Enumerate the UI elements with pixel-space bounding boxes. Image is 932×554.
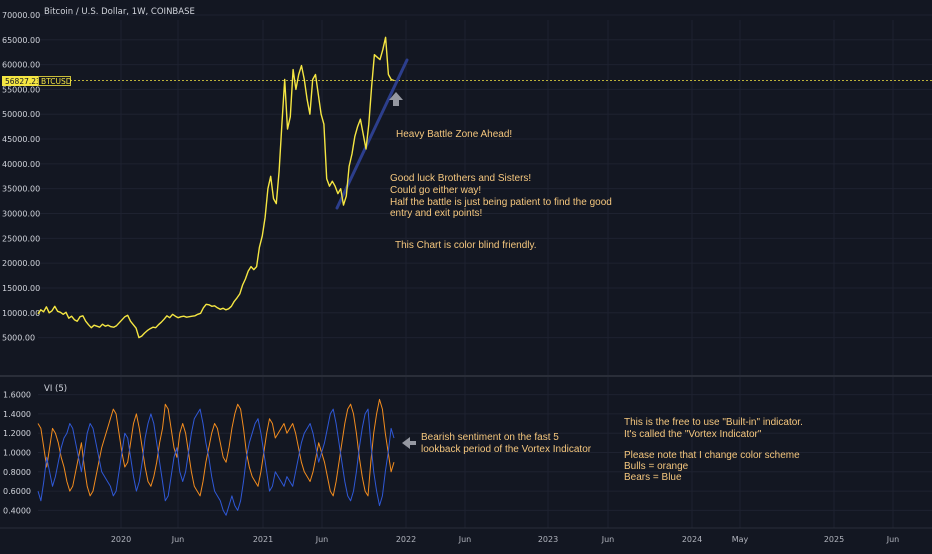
time-tick-label: 2020 xyxy=(111,535,131,544)
annotation-battle-zone: Heavy Battle Zone Ahead! xyxy=(396,129,512,140)
vi-tick-label: 1.2000 xyxy=(3,429,31,438)
annotation-bears: Bears = Blue xyxy=(624,472,682,483)
vi-axis[interactable]: 0.4000 0.6000 0.8000 1.0000 1.2000 1.4000 1.60… xyxy=(3,391,31,516)
vi-minus-line xyxy=(37,408,395,516)
annotation-builtin: This is the free to use "Built-in" indic… xyxy=(624,417,803,428)
annotation-bearish: Bearish sentiment on the fast 5 xyxy=(421,432,559,443)
price-axis[interactable]: 5000.00 10000.00 15000.00 20000.00 25000.00 3… xyxy=(2,11,40,343)
price-tick-label: 30000.00 xyxy=(2,210,40,219)
vi-tick-label: 0.4000 xyxy=(3,506,31,515)
price-tick-label: 70000.00 xyxy=(2,11,40,20)
price-tag-symbol: BTCUSD xyxy=(41,77,72,86)
annotation-either-way: Could go either way! xyxy=(390,185,481,196)
grid-lines xyxy=(38,14,932,528)
time-tick-label: Jun xyxy=(886,535,900,544)
annotation-entry-exit: entry and exit points! xyxy=(390,208,482,219)
annotation-vortex-name: It's called the "Vortex Indicator" xyxy=(624,429,762,440)
vi-tick-label: 0.8000 xyxy=(3,468,31,477)
time-tick-label: 2021 xyxy=(253,535,273,544)
price-tick-label: 35000.00 xyxy=(2,185,40,194)
vi-tick-label: 1.4000 xyxy=(3,410,31,419)
price-tick-label: 65000.00 xyxy=(2,36,40,45)
annotation-color-blind: This Chart is color blind friendly. xyxy=(395,240,537,251)
price-tick-label: 15000.00 xyxy=(2,284,40,293)
time-tick-label: May xyxy=(732,535,749,544)
time-axis[interactable]: 2020 Jun 2021 Jun 2022 Jun 2023 Jun 2024 May 2025 J… xyxy=(111,535,899,544)
up-arrow-icon xyxy=(389,92,403,106)
price-tag-value: 56827.23 xyxy=(5,77,41,86)
price-tick-label: 55000.00 xyxy=(2,85,40,94)
time-tick-label: 2025 xyxy=(824,535,844,544)
vi-title: VI (5) xyxy=(44,384,67,394)
left-arrow-icon xyxy=(402,437,416,449)
price-tick-label: 50000.00 xyxy=(2,110,40,119)
price-tick-label: 10000.00 xyxy=(2,309,40,318)
price-tick-label: 45000.00 xyxy=(2,135,40,144)
time-tick-label: Jun xyxy=(315,535,329,544)
trend-line[interactable] xyxy=(335,58,409,210)
price-tag-symbol-box xyxy=(38,76,71,86)
annotation-good-luck: Good luck Brothers and Sisters! xyxy=(390,173,531,184)
time-tick-label: Jun xyxy=(458,535,472,544)
vi-series xyxy=(37,398,395,516)
annotation-color-scheme: Please note that I change color scheme xyxy=(624,450,800,461)
price-tick-label: 5000.00 xyxy=(2,334,35,343)
time-tick-label: Jun xyxy=(601,535,615,544)
vi-tick-label: 1.0000 xyxy=(3,449,31,458)
chart-title: Bitcoin / U.S. Dollar, 1W, COINBASE xyxy=(44,7,195,17)
time-tick-label: 2024 xyxy=(682,535,702,544)
price-tag: 56827.23 BTCUSD xyxy=(2,76,72,86)
time-tick-label: Jun xyxy=(171,535,185,544)
vi-plus-line xyxy=(37,398,395,497)
price-tick-label: 25000.00 xyxy=(2,234,40,243)
annotation-lookback: lookback period of the Vortex Indicator xyxy=(421,444,592,455)
price-tag-value-box xyxy=(2,76,38,86)
btc-price-line xyxy=(37,36,395,339)
annotation-bulls: Bulls = orange xyxy=(624,461,689,472)
price-tick-label: 40000.00 xyxy=(2,160,40,169)
vi-tick-label: 0.6000 xyxy=(3,487,31,496)
price-tick-label: 20000.00 xyxy=(2,259,40,268)
price-tick-label: 60000.00 xyxy=(2,61,40,70)
annotation-patient: Half the battle is just being patient to… xyxy=(390,197,612,208)
price-series xyxy=(37,36,395,339)
vi-tick-label: 1.6000 xyxy=(3,391,31,400)
time-tick-label: 2022 xyxy=(396,535,416,544)
time-tick-label: 2023 xyxy=(538,535,558,544)
